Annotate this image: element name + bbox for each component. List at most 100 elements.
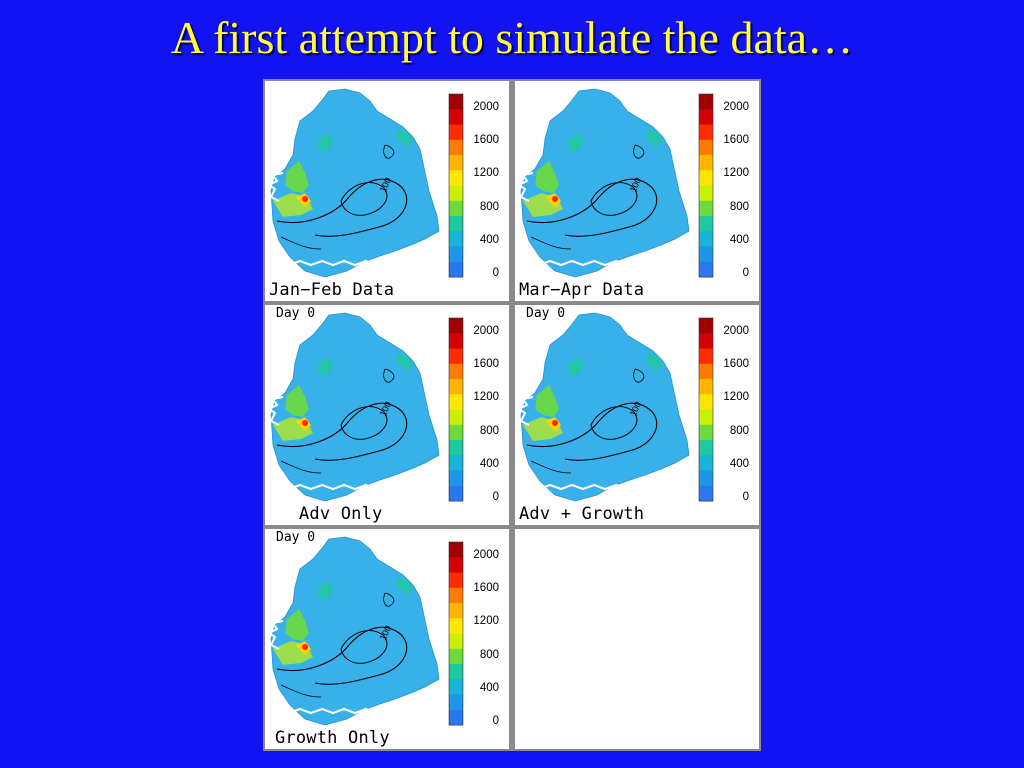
colorbar-segment bbox=[699, 94, 713, 110]
panel-adv-growth: 100 Day 0 2000 1600 1200 800 400 0 Adv +… bbox=[515, 305, 759, 525]
shelf-edge bbox=[284, 706, 411, 715]
colorbar-tick: 1600 bbox=[473, 358, 499, 370]
colorbar-segment bbox=[449, 648, 463, 665]
colorbar-tick: 1200 bbox=[473, 391, 499, 403]
panel-label: Mar−Apr Data bbox=[519, 280, 645, 300]
map-plot: 100 bbox=[267, 88, 440, 278]
colorbar-tick: 1200 bbox=[473, 167, 499, 179]
contour-line bbox=[280, 236, 322, 250]
colorbar-tick: 0 bbox=[742, 491, 749, 503]
contour-line bbox=[280, 460, 322, 474]
colorbar-segment bbox=[449, 363, 463, 380]
coastal-bloom bbox=[285, 385, 309, 417]
panel-label: Jan−Feb Data bbox=[269, 280, 395, 300]
colorbar-tick: 0 bbox=[492, 491, 499, 503]
colorbar-segment bbox=[699, 394, 713, 410]
colorbar-segment bbox=[449, 572, 463, 589]
colorbar-tick: 1200 bbox=[473, 615, 499, 627]
colorbar-segment bbox=[449, 470, 463, 487]
colorbar-segment bbox=[699, 170, 713, 186]
slide-title: A first attempt to simulate the data… bbox=[170, 12, 854, 63]
colorbar-segment bbox=[699, 318, 713, 334]
colorbar-frame bbox=[448, 541, 464, 726]
contour-line bbox=[276, 626, 408, 685]
coastal-bloom bbox=[285, 161, 309, 193]
colorbar-segment bbox=[699, 440, 713, 456]
colorbar bbox=[448, 317, 464, 502]
colorbar-segment bbox=[449, 603, 463, 619]
colorbar-segment bbox=[449, 170, 463, 186]
colorbar-segment bbox=[699, 333, 713, 349]
colorbar-frame bbox=[698, 93, 714, 278]
coastal-bloom bbox=[317, 581, 335, 599]
colorbar-segment bbox=[699, 216, 713, 232]
colorbar-segment bbox=[449, 694, 463, 711]
colorbar-segment bbox=[699, 261, 713, 278]
coastal-bloom bbox=[535, 161, 559, 193]
colorbar-segment bbox=[699, 485, 713, 502]
contour-line bbox=[383, 592, 395, 607]
colorbar-tick: 2000 bbox=[723, 325, 749, 337]
contour-line bbox=[340, 182, 388, 216]
colorbar-frame bbox=[698, 317, 714, 502]
coastal-hotspot bbox=[552, 420, 558, 426]
colorbar bbox=[448, 541, 464, 726]
contour-line bbox=[590, 182, 638, 216]
coastal-hotspot bbox=[302, 196, 308, 202]
colorbar-tick: 400 bbox=[479, 682, 499, 694]
coastline bbox=[517, 172, 534, 202]
colorbar-segment bbox=[449, 200, 463, 217]
contour-line bbox=[340, 630, 388, 664]
colorbar-segment bbox=[449, 664, 463, 680]
colorbar bbox=[448, 93, 464, 278]
colorbar-tick: 400 bbox=[729, 458, 749, 470]
colorbar-tick: 1600 bbox=[723, 134, 749, 146]
colorbar-frame bbox=[448, 93, 464, 278]
colorbar-tick: 800 bbox=[479, 201, 499, 213]
colorbar-tick: 2000 bbox=[473, 549, 499, 561]
day-label: Day 0 bbox=[276, 306, 316, 321]
contour-line bbox=[633, 144, 645, 159]
colorbar-segment bbox=[699, 348, 713, 365]
colorbar-segment bbox=[449, 318, 463, 334]
colorbar-segment bbox=[449, 348, 463, 365]
coastal-bloom bbox=[567, 133, 585, 151]
coastal-bloom bbox=[317, 357, 335, 375]
colorbar-segment bbox=[449, 185, 463, 202]
colorbar-tick: 0 bbox=[492, 267, 499, 279]
colorbar-frame bbox=[448, 317, 464, 502]
coastal-hotspot bbox=[552, 196, 558, 202]
colorbar-segment bbox=[699, 379, 713, 395]
map-plot: 100 bbox=[517, 88, 690, 278]
colorbar-tick: 1200 bbox=[723, 391, 749, 403]
panel-label: Growth Only bbox=[275, 728, 390, 748]
colorbar-segment bbox=[449, 409, 463, 426]
colorbar-tick: 2000 bbox=[723, 101, 749, 113]
colorbar-segment bbox=[699, 363, 713, 380]
colorbar-tick: 0 bbox=[742, 267, 749, 279]
colorbar-segment bbox=[699, 455, 713, 471]
colorbar-tick: 800 bbox=[729, 201, 749, 213]
colorbar-segment bbox=[699, 124, 713, 141]
colorbar-segment bbox=[449, 557, 463, 573]
colorbar bbox=[698, 317, 714, 502]
contour-line bbox=[526, 178, 658, 237]
colorbar-segment bbox=[699, 185, 713, 202]
panel-mar-apr-data: 100 2000 1600 1200 800 400 0 Mar−Apr Dat… bbox=[515, 81, 759, 301]
contour-line bbox=[633, 368, 645, 383]
shelf-edge bbox=[284, 482, 411, 491]
colorbar-segment bbox=[449, 679, 463, 695]
colorbar-segment bbox=[449, 379, 463, 395]
panel-label: Adv + Growth bbox=[519, 504, 645, 524]
colorbar-segment bbox=[699, 409, 713, 426]
contour-line bbox=[340, 406, 388, 440]
colorbar-tick: 800 bbox=[479, 649, 499, 661]
colorbar-segment bbox=[449, 618, 463, 634]
colorbar-tick: 0 bbox=[492, 715, 499, 727]
coastal-bloom bbox=[317, 133, 335, 151]
colorbar-segment bbox=[699, 246, 713, 263]
map-plot: 100 bbox=[267, 312, 440, 502]
contour-line bbox=[383, 144, 395, 159]
contour-line bbox=[526, 402, 658, 461]
panel-label: Adv Only bbox=[299, 504, 383, 524]
